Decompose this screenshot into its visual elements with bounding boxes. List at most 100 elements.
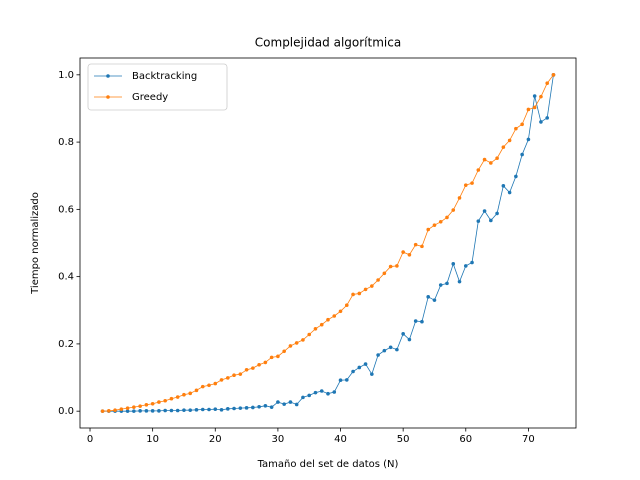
y-tick-label: 0.6: [58, 204, 74, 215]
data-point: [401, 250, 405, 254]
data-point: [551, 73, 556, 77]
data-point: [463, 264, 468, 268]
data-point: [138, 409, 142, 413]
data-point: [357, 291, 362, 296]
chart-title: Complejidad algorítmica: [255, 36, 401, 50]
data-point: [326, 317, 330, 322]
data-point: [426, 227, 431, 232]
data-point: [451, 208, 456, 212]
data-point: [132, 405, 136, 409]
x-tick-label: 0: [87, 434, 93, 445]
data-point: [370, 284, 374, 288]
data-point: [514, 174, 518, 179]
data-point: [200, 407, 205, 412]
data-point: [188, 408, 193, 412]
data-point: [182, 392, 186, 397]
x-tick-label: 30: [272, 434, 285, 445]
series-line: [102, 74, 554, 412]
data-point: [457, 279, 462, 284]
data-point: [526, 107, 531, 112]
data-point: [269, 405, 274, 409]
data-point: [319, 389, 324, 393]
data-point: [207, 407, 211, 412]
data-point: [407, 252, 412, 257]
data-point: [532, 94, 537, 98]
data-point: [169, 396, 174, 401]
data-point: [388, 345, 393, 350]
data-point: [119, 407, 124, 411]
x-tick-label: 20: [209, 434, 222, 445]
data-point: [251, 405, 255, 410]
y-axis-label: Tiempo normalizado: [30, 192, 41, 295]
data-point: [395, 264, 399, 268]
data-point: [501, 184, 506, 188]
data-point: [288, 400, 293, 404]
data-point: [163, 408, 167, 413]
data-point: [276, 354, 280, 359]
data-point: [401, 332, 405, 336]
x-tick-label: 40: [334, 434, 347, 445]
data-point: [326, 391, 330, 396]
data-point: [363, 287, 368, 292]
data-point: [420, 244, 424, 249]
data-point: [282, 402, 286, 406]
data-point: [138, 404, 142, 408]
data-point: [451, 262, 456, 266]
data-point: [432, 298, 437, 302]
data-point: [244, 406, 249, 410]
legend-label: Backtracking: [132, 71, 197, 82]
data-point: [495, 211, 499, 216]
data-point: [200, 384, 205, 389]
data-point: [463, 183, 468, 187]
data-point: [144, 402, 149, 407]
data-point: [169, 408, 174, 413]
data-point: [495, 156, 499, 161]
y-tick-label: 0.4: [58, 272, 74, 283]
data-point: [545, 81, 549, 86]
data-point: [470, 260, 474, 265]
data-point: [445, 281, 449, 286]
y-tick-label: 0.0: [58, 406, 74, 417]
data-point: [332, 314, 337, 318]
data-point: [144, 409, 149, 413]
x-tick-label: 50: [397, 434, 410, 445]
x-axis-label: Tamaño del set de datos (N): [257, 459, 399, 470]
data-point: [388, 264, 393, 269]
data-point: [407, 337, 412, 342]
data-point: [438, 220, 443, 224]
data-point: [188, 391, 193, 396]
data-point: [413, 242, 418, 247]
data-point: [113, 408, 117, 412]
data-point: [225, 376, 230, 380]
data-point: [194, 408, 199, 412]
data-point: [413, 319, 418, 323]
data-point: [182, 408, 186, 412]
data-point: [476, 219, 481, 223]
data-point: [520, 152, 524, 157]
data-point: [545, 116, 549, 120]
legend-label: Greedy: [132, 92, 168, 103]
data-point: [507, 190, 512, 195]
data-point: [238, 372, 243, 376]
y-tick-label: 0.2: [58, 339, 74, 350]
data-point: [157, 400, 161, 404]
data-point: [457, 196, 462, 200]
data-point: [532, 105, 537, 110]
data-point: [476, 168, 481, 172]
data-point: [213, 407, 218, 411]
data-point: [257, 405, 261, 409]
data-point: [163, 398, 167, 403]
data-point: [313, 390, 318, 395]
data-point: [445, 215, 449, 220]
data-point: [175, 408, 180, 413]
data-point: [489, 218, 493, 223]
data-point: [301, 338, 305, 342]
data-point: [482, 209, 487, 213]
data-point: [175, 395, 180, 399]
data-point: [470, 181, 474, 185]
data-point: [501, 145, 506, 149]
data-point: [107, 409, 111, 413]
data-point: [395, 347, 399, 352]
x-tick-label: 60: [459, 434, 472, 445]
data-point: [319, 322, 324, 327]
